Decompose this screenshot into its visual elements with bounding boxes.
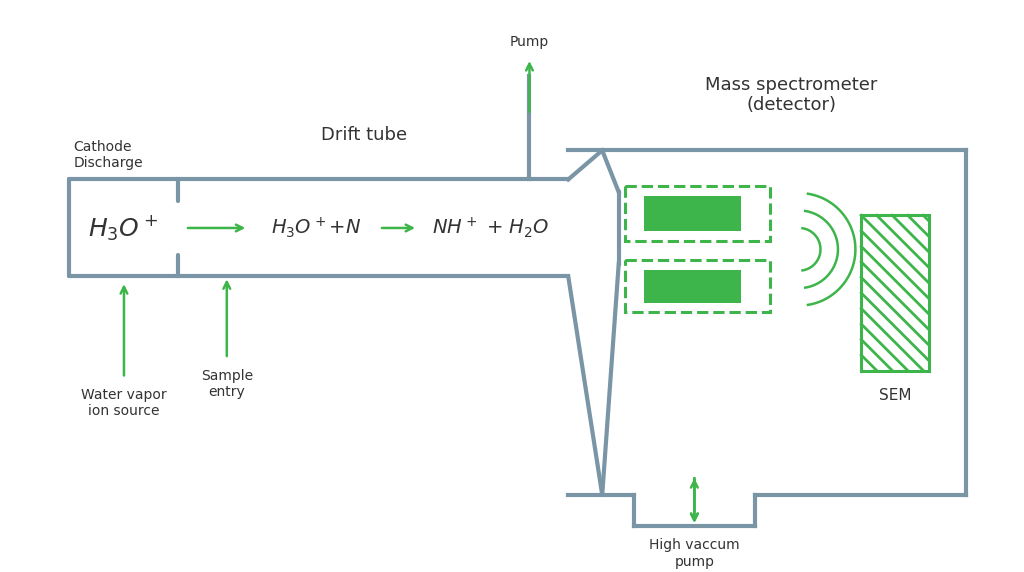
Bar (644, 196, 741, 231)
Text: Sample
entry: Sample entry (201, 368, 253, 399)
Text: $NH^+$ $+$ $H_2O$: $NH^+$ $+$ $H_2O$ (432, 216, 549, 240)
Bar (625, 186, 770, 241)
Text: High vaccum
pump: High vaccum pump (649, 538, 739, 569)
Text: $H_3O^+$: $H_3O^+$ (88, 213, 159, 243)
Bar (625, 260, 770, 312)
Text: Mass spectrometer
(detector): Mass spectrometer (detector) (706, 76, 878, 114)
Bar (861, 216, 929, 371)
Text: Cathode
Discharge: Cathode Discharge (74, 140, 143, 170)
Text: Drift tube: Drift tube (322, 126, 408, 144)
Text: $H_3O^+$$+N$: $H_3O^+$$+N$ (271, 216, 361, 240)
Text: Pump: Pump (510, 34, 549, 49)
Text: SEM: SEM (879, 388, 911, 403)
Bar (644, 269, 741, 303)
Text: Water vapor
ion source: Water vapor ion source (81, 388, 167, 418)
